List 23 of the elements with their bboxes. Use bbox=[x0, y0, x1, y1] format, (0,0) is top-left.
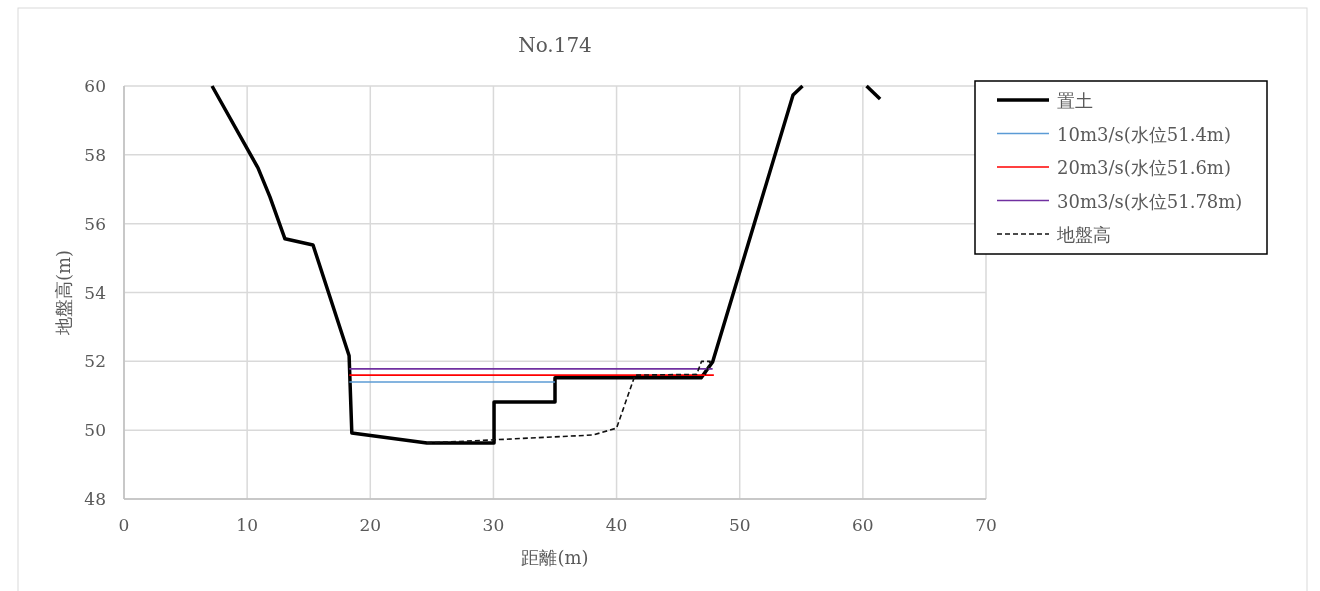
x-tick-label: 10 bbox=[236, 515, 258, 535]
x-tick-label: 20 bbox=[359, 515, 382, 535]
y-tick-label: 50 bbox=[84, 420, 106, 441]
y-tick-label: 48 bbox=[84, 489, 106, 509]
y-axis-title: 地盤高(m) bbox=[53, 249, 74, 337]
legend-label: 置土 bbox=[1057, 90, 1093, 111]
legend-label: 地盤高 bbox=[1056, 224, 1111, 245]
y-tick-label: 52 bbox=[84, 351, 106, 372]
y-tick-label: 54 bbox=[84, 282, 106, 303]
x-tick-label: 60 bbox=[852, 515, 874, 535]
x-tick-label: 0 bbox=[118, 515, 130, 535]
y-tick-label: 60 bbox=[84, 76, 106, 96]
legend-label: 20m3/s(水位51.6m) bbox=[1057, 157, 1231, 178]
x-tick-label: 30 bbox=[482, 515, 505, 535]
legend-label: 30m3/s(水位51.78m) bbox=[1057, 190, 1243, 212]
y-tick-label: 58 bbox=[84, 144, 106, 165]
x-tick-label: 50 bbox=[728, 515, 751, 535]
x-tick-label: 70 bbox=[975, 515, 997, 535]
legend-label: 10m3/s(水位51.4m) bbox=[1057, 123, 1231, 145]
y-tick-label: 56 bbox=[84, 213, 106, 234]
x-tick-label: 40 bbox=[605, 515, 628, 535]
chart-title: No.174 bbox=[518, 33, 592, 57]
x-axis-title: 距離(m) bbox=[521, 547, 589, 568]
